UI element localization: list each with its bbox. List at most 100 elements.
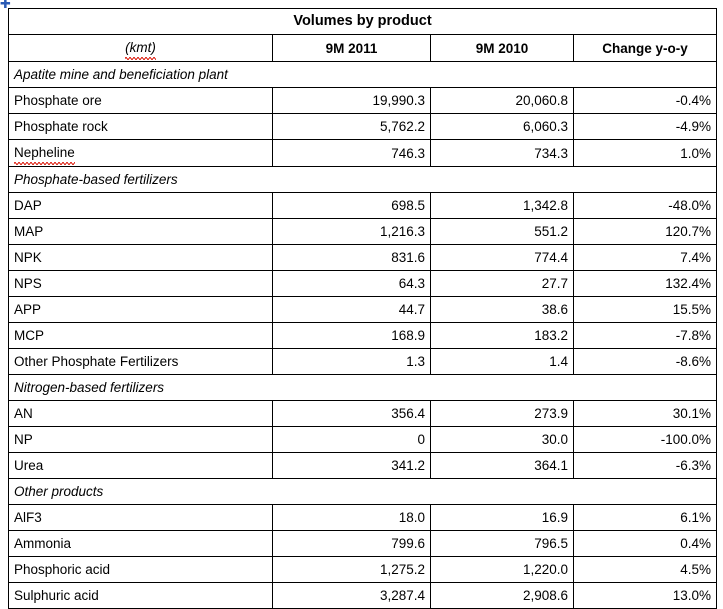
value-current: 746.3 [272,139,431,167]
value-change: -100.0% [573,426,717,453]
column-header-previous: 9M 2010 [430,34,574,62]
value-change: 13.0% [573,582,717,609]
product-label: APP [8,296,273,323]
table-row: AlF3 18.0 16.9 6.1% [8,504,717,531]
value-change: 4.5% [573,556,717,583]
value-previous: 734.3 [430,139,574,167]
column-header-current: 9M 2011 [272,34,431,62]
value-change: -6.3% [573,452,717,479]
table-row: DAP 698.5 1,342.8 -48.0% [8,192,717,219]
section-heading: Other products [8,478,717,505]
value-current: 168.9 [272,322,431,349]
value-current: 698.5 [272,192,431,219]
value-change: 15.5% [573,296,717,323]
value-current: 19,990.3 [272,87,431,114]
product-label: Phosphoric acid [8,556,273,583]
section-heading: Nitrogen-based fertilizers [8,374,717,401]
product-label: Phosphate rock [8,113,273,140]
section-heading-row: Other products [8,478,717,505]
value-current: 0 [272,426,431,453]
table-row: MCP 168.9 183.2 -7.8% [8,322,717,349]
volumes-by-product-table: Volumes by product (kmt) 9M 2011 9M 2010… [8,8,717,609]
table-row: Phosphoric acid 1,275.2 1,220.0 4.5% [8,556,717,583]
section-heading: Phosphate-based fertilizers [8,166,717,193]
value-previous: 183.2 [430,322,574,349]
value-current: 18.0 [272,504,431,531]
value-previous: 2,908.6 [430,582,574,609]
value-change: -0.4% [573,87,717,114]
value-change: -8.6% [573,348,717,375]
value-previous: 551.2 [430,218,574,245]
value-change: 120.7% [573,218,717,245]
product-label: NPK [8,244,273,271]
value-change: 132.4% [573,270,717,297]
value-previous: 273.9 [430,400,574,427]
table-row: Phosphate ore 19,990.3 20,060.8 -0.4% [8,87,717,114]
product-label: MAP [8,218,273,245]
unit-label: (kmt) [125,36,156,61]
table-row: AN 356.4 273.9 30.1% [8,400,717,427]
product-label: Phosphate ore [8,87,273,114]
value-previous: 27.7 [430,270,574,297]
product-label: DAP [8,192,273,219]
value-change: 7.4% [573,244,717,271]
table-move-handle-icon[interactable]: ✚ [0,0,11,12]
value-current: 44.7 [272,296,431,323]
value-current: 1,216.3 [272,218,431,245]
table-header-row: (kmt) 9M 2011 9M 2010 Change y-o-y [8,34,717,62]
value-change: -48.0% [573,192,717,219]
column-header-unit: (kmt) [8,34,273,62]
value-current: 3,287.4 [272,582,431,609]
table-row: MAP 1,216.3 551.2 120.7% [8,218,717,245]
value-current: 356.4 [272,400,431,427]
value-previous: 796.5 [430,530,574,557]
table-row: Urea 341.2 364.1 -6.3% [8,452,717,479]
table-row: NP 0 30.0 -100.0% [8,426,717,453]
value-current: 1.3 [272,348,431,375]
product-label: Other Phosphate Fertilizers [8,348,273,375]
value-previous: 364.1 [430,452,574,479]
product-label: MCP [8,322,273,349]
table-row: NPS 64.3 27.7 132.4% [8,270,717,297]
product-label: Ammonia [8,530,273,557]
section-heading-row: Apatite mine and beneficiation plant [8,61,717,88]
value-previous: 16.9 [430,504,574,531]
product-label: AlF3 [8,504,273,531]
product-label: NP [8,426,273,453]
value-current: 1,275.2 [272,556,431,583]
value-previous: 774.4 [430,244,574,271]
table-row: Sulphuric acid 3,287.4 2,908.6 13.0% [8,582,717,609]
value-change: -7.8% [573,322,717,349]
table-title-row: Volumes by product [8,8,717,35]
value-current: 64.3 [272,270,431,297]
section-heading-row: Phosphate-based fertilizers [8,166,717,193]
value-previous: 38.6 [430,296,574,323]
table-row: Nepheline 746.3 734.3 1.0% [8,139,717,167]
table-row: Other Phosphate Fertilizers 1.3 1.4 -8.6% [8,348,717,375]
product-label: Urea [8,452,273,479]
value-previous: 1.4 [430,348,574,375]
value-previous: 6,060.3 [430,113,574,140]
table-row: NPK 831.6 774.4 7.4% [8,244,717,271]
value-previous: 1,342.8 [430,192,574,219]
value-change: 6.1% [573,504,717,531]
value-change: 30.1% [573,400,717,427]
product-label: Nepheline [8,139,273,167]
value-previous: 20,060.8 [430,87,574,114]
section-heading-row: Nitrogen-based fertilizers [8,374,717,401]
product-label: AN [8,400,273,427]
value-previous: 30.0 [430,426,574,453]
product-label: Sulphuric acid [8,582,273,609]
table-row: APP 44.7 38.6 15.5% [8,296,717,323]
value-change: 0.4% [573,530,717,557]
table-row: Phosphate rock 5,762.2 6,060.3 -4.9% [8,113,717,140]
table-row: Ammonia 799.6 796.5 0.4% [8,530,717,557]
product-label: NPS [8,270,273,297]
section-heading: Apatite mine and beneficiation plant [8,61,717,88]
value-change: 1.0% [573,139,717,167]
product-label-text: Nepheline [14,141,75,166]
value-current: 341.2 [272,452,431,479]
column-header-change: Change y-o-y [573,34,717,62]
value-previous: 1,220.0 [430,556,574,583]
